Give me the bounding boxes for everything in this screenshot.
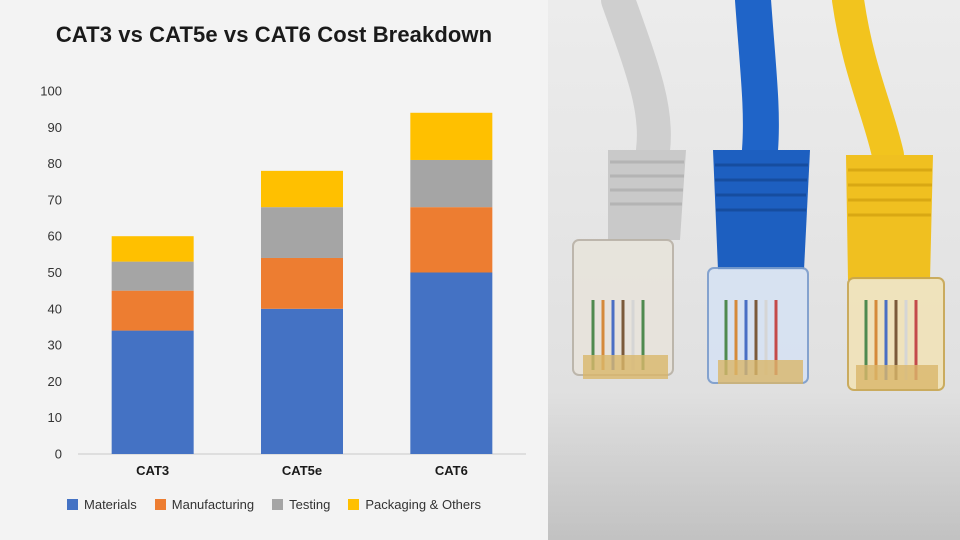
legend-item: Manufacturing [154, 497, 255, 512]
legend-label: Testing [289, 497, 331, 512]
bar-segment [410, 159, 493, 208]
bar-segment [111, 330, 194, 454]
y-axis: 0 10 20 30 40 50 60 70 80 90 100 [40, 84, 62, 462]
x-category-label: CAT5e [282, 463, 322, 478]
grey-cable [572, 0, 686, 379]
legend: Materials Manufacturing Testing Packaging &… [0, 497, 548, 512]
y-tick-label: 70 [48, 192, 62, 207]
legend-label: Materials [84, 497, 137, 512]
legend-item: Packaging & Others [348, 497, 481, 512]
legend-item: Materials [67, 497, 137, 512]
y-tick-label: 10 [48, 410, 62, 425]
y-tick-label: 50 [48, 265, 62, 280]
bar-segment [111, 261, 194, 291]
y-tick-label: 40 [48, 301, 62, 316]
bar-segment [261, 170, 343, 208]
legend-swatch [67, 499, 79, 510]
bar-segment [261, 257, 343, 309]
x-category-label: CAT3 [136, 463, 169, 478]
legend-label: Packaging & Others [365, 497, 481, 512]
bars [111, 112, 493, 454]
bar-segment [261, 207, 343, 258]
cables-illustration [548, 0, 960, 540]
blue-cable [707, 0, 810, 384]
yellow-cable [832, 0, 945, 391]
bar-segment [111, 236, 194, 262]
y-tick-label: 60 [48, 229, 62, 244]
y-tick-label: 20 [48, 374, 62, 389]
legend-swatch [348, 499, 360, 510]
chart-title: CAT3 vs CAT5e vs CAT6 Cost Breakdown [55, 22, 493, 47]
ethernet-cables-photo [548, 0, 960, 540]
y-tick-label: 100 [40, 84, 62, 99]
bar-segment [410, 207, 493, 273]
y-tick-label: 90 [48, 120, 62, 135]
x-axis: CAT3 CAT5e CAT6 [136, 463, 468, 478]
stacked-bar-chart: 0 10 20 30 40 50 60 70 80 90 100 CAT3 CAT5e CAT6 [40, 84, 526, 478]
bar-segment [261, 308, 343, 454]
legend-swatch [272, 499, 284, 510]
bar-segment [111, 290, 194, 331]
y-tick-label: 30 [48, 338, 62, 353]
bar-segment [410, 272, 493, 454]
chart-panel: CAT3 vs CAT5e vs CAT6 Cost Breakdown 0 10… [0, 22, 548, 512]
bar-segment [410, 112, 493, 160]
y-tick-label: 0 [55, 447, 62, 462]
y-tick-label: 80 [48, 156, 62, 171]
x-category-label: CAT6 [435, 463, 468, 478]
legend-label: Manufacturing [171, 497, 255, 512]
legend-swatch [154, 499, 166, 510]
legend-item: Testing [272, 497, 330, 512]
